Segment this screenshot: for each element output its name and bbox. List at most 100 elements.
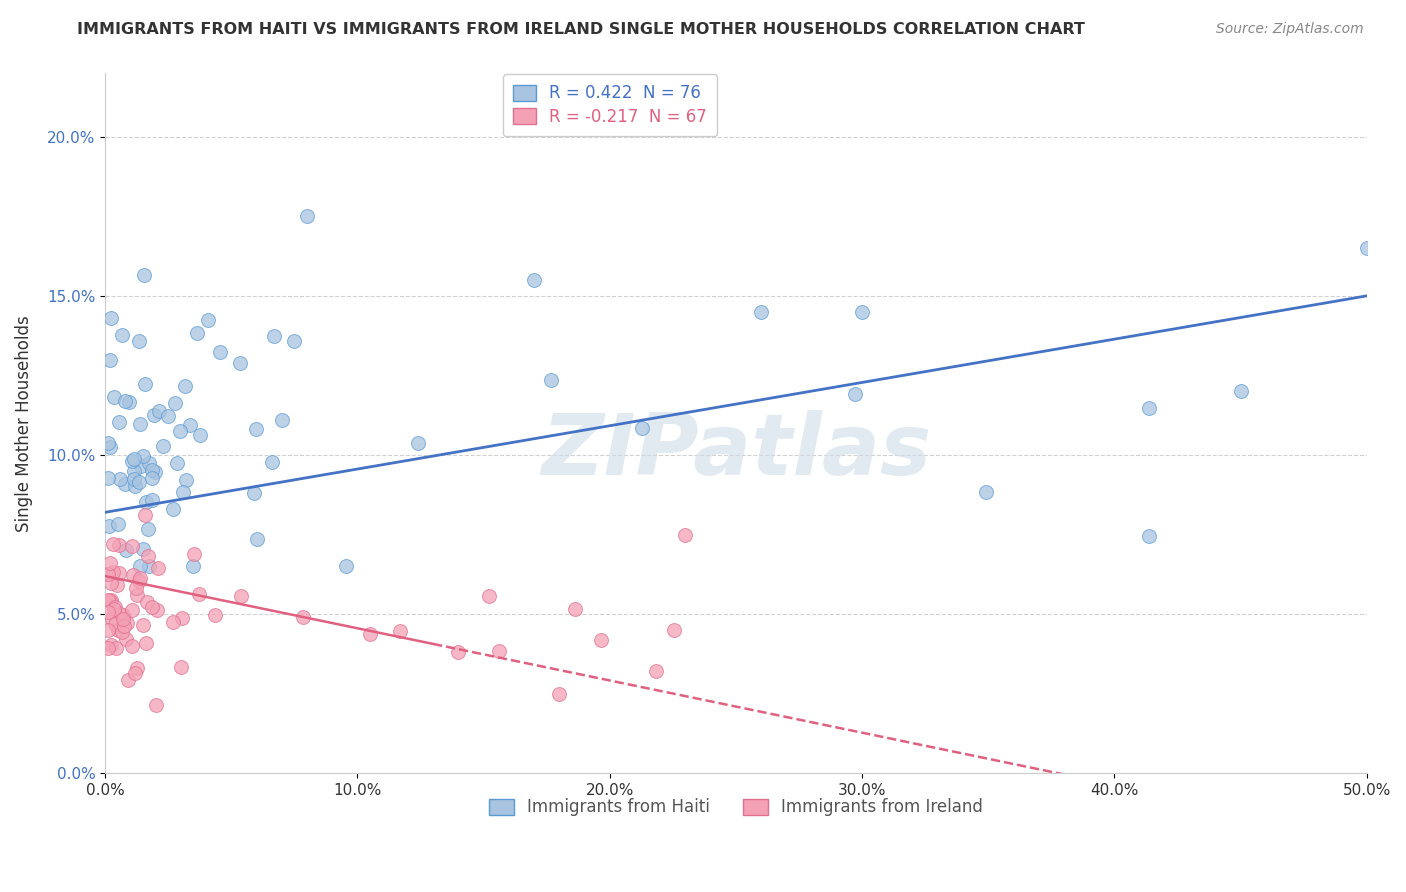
Point — [110, 328, 132, 343]
Point — [145, 602, 167, 616]
Point — [131, 458, 153, 473]
Point — [107, 624, 129, 638]
Point — [100, 311, 122, 326]
Point — [548, 687, 571, 701]
Point — [115, 543, 138, 558]
Point — [197, 312, 219, 326]
Point — [1137, 529, 1160, 543]
Point — [124, 464, 146, 478]
Point — [141, 463, 163, 477]
Point — [135, 636, 157, 650]
Point — [108, 607, 131, 621]
Point — [138, 549, 160, 563]
Point — [129, 559, 152, 574]
Point — [103, 602, 125, 616]
Text: IMMIGRANTS FROM HAITI VS IMMIGRANTS FROM IRELAND SINGLE MOTHER HOUSEHOLDS CORREL: IMMIGRANTS FROM HAITI VS IMMIGRANTS FROM… — [77, 22, 1085, 37]
Point — [136, 522, 159, 536]
Point — [1229, 384, 1251, 399]
Point — [96, 624, 118, 638]
Point — [124, 581, 146, 595]
Point — [976, 485, 998, 500]
Point — [100, 638, 122, 652]
Point — [260, 455, 283, 469]
Point — [101, 612, 124, 626]
Point — [172, 611, 194, 625]
Point — [98, 556, 121, 570]
Point — [97, 605, 120, 619]
Point — [141, 493, 163, 508]
Point — [98, 519, 121, 533]
Point — [208, 344, 231, 359]
Point — [148, 404, 170, 418]
Point — [644, 665, 666, 679]
Point — [540, 373, 562, 387]
Point — [135, 495, 157, 509]
Point — [108, 566, 131, 580]
Point — [229, 356, 252, 370]
Point — [523, 273, 546, 287]
Point — [138, 456, 160, 470]
Point — [124, 478, 146, 492]
Point — [134, 508, 156, 523]
Text: ZIPatlas: ZIPatlas — [541, 409, 931, 492]
Point — [152, 439, 174, 453]
Point — [844, 387, 866, 401]
Point — [174, 379, 197, 393]
Point — [124, 665, 146, 680]
Point — [96, 435, 118, 450]
Point — [122, 567, 145, 582]
Point — [172, 484, 194, 499]
Point — [136, 595, 159, 609]
Point — [141, 600, 163, 615]
Point — [112, 608, 135, 623]
Point — [162, 501, 184, 516]
Point — [295, 209, 318, 223]
Point — [122, 452, 145, 467]
Point — [108, 415, 131, 429]
Point — [98, 594, 121, 608]
Point — [162, 615, 184, 629]
Point — [105, 577, 128, 591]
Point — [148, 560, 170, 574]
Legend: Immigrants from Haiti, Immigrants from Ireland: Immigrants from Haiti, Immigrants from I… — [481, 790, 991, 824]
Point — [143, 465, 166, 479]
Point — [111, 612, 134, 626]
Point — [589, 633, 612, 648]
Point — [121, 454, 143, 468]
Point — [103, 537, 125, 551]
Point — [132, 541, 155, 556]
Point — [132, 268, 155, 282]
Point — [183, 547, 205, 561]
Point — [105, 641, 128, 656]
Point — [675, 527, 697, 541]
Point — [107, 516, 129, 531]
Point — [271, 413, 294, 427]
Point — [163, 396, 186, 410]
Point — [127, 661, 149, 675]
Point — [98, 353, 121, 368]
Point — [112, 618, 135, 632]
Point — [406, 435, 429, 450]
Point — [292, 609, 315, 624]
Point — [335, 559, 357, 574]
Point — [132, 449, 155, 463]
Point — [96, 567, 118, 582]
Point — [141, 471, 163, 485]
Point — [129, 571, 152, 585]
Point — [186, 326, 208, 341]
Point — [108, 472, 131, 486]
Point — [181, 559, 204, 574]
Point — [488, 644, 510, 658]
Point — [96, 470, 118, 484]
Point — [166, 456, 188, 470]
Point — [111, 624, 134, 639]
Point — [121, 539, 143, 553]
Point — [388, 624, 411, 638]
Point — [170, 660, 193, 674]
Point — [564, 602, 586, 616]
Point — [97, 641, 120, 656]
Point — [100, 576, 122, 591]
Point — [100, 593, 122, 607]
Point — [243, 485, 266, 500]
Point — [104, 600, 127, 615]
